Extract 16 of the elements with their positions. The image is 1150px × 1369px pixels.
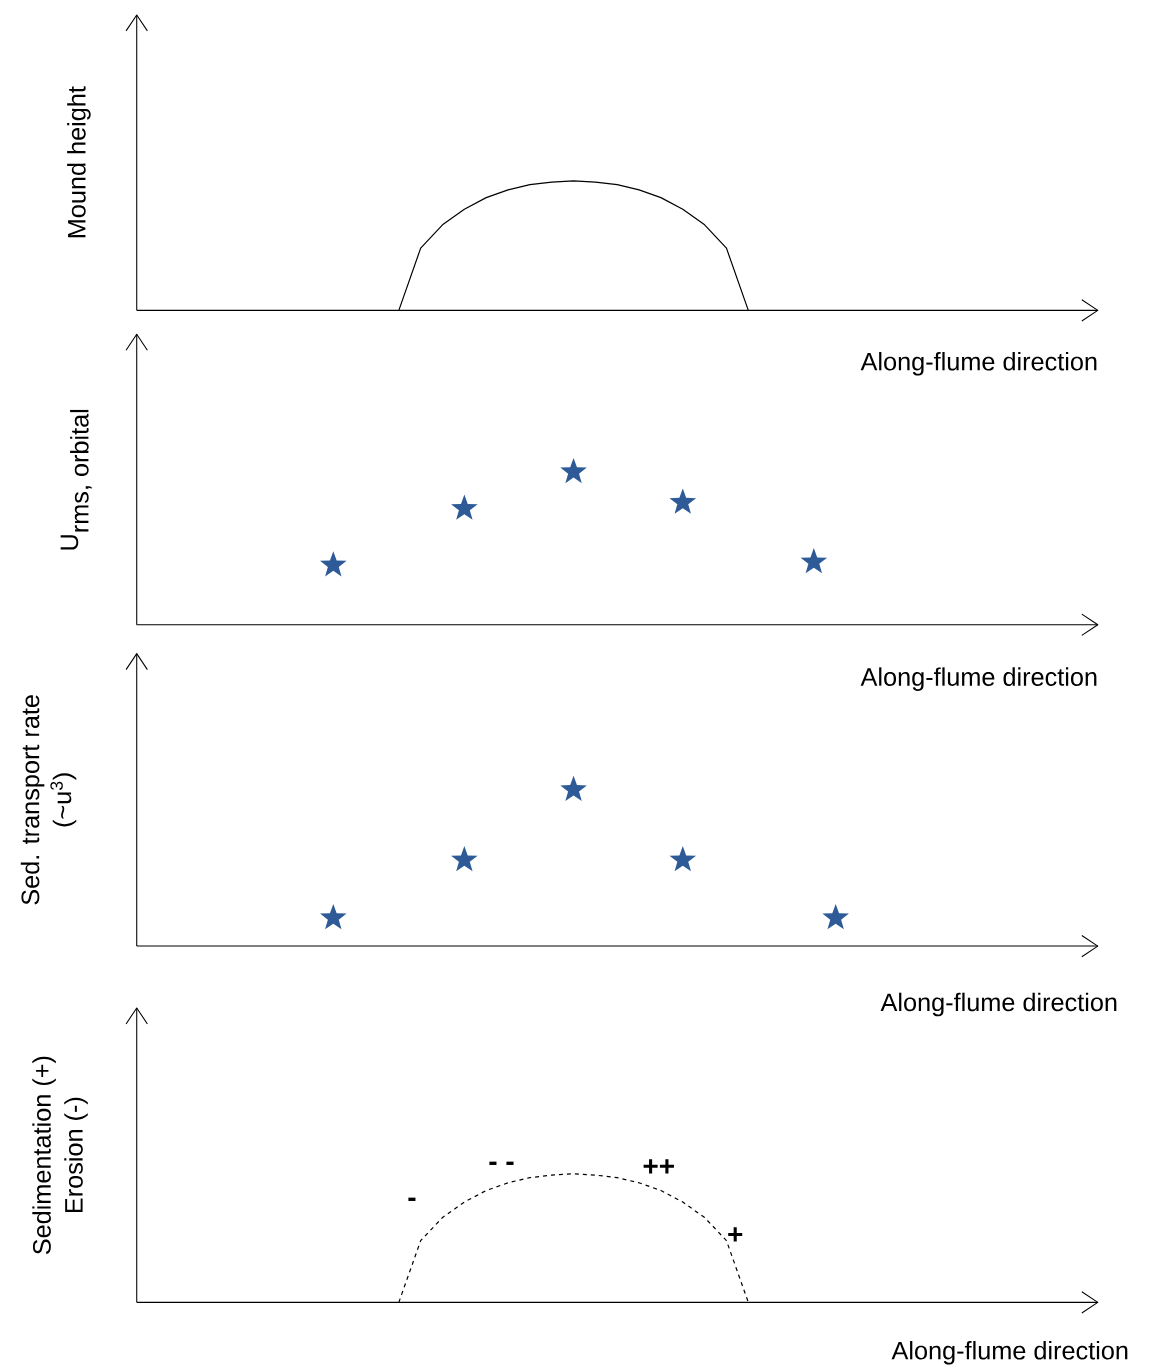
x-axis-title: Along-flume direction — [891, 1340, 1128, 1365]
annotation: + — [728, 1227, 743, 1242]
text: ++ — [643, 1159, 675, 1174]
point — [560, 457, 588, 484]
x-axis-title: Along-flume direction — [860, 351, 1097, 376]
point — [320, 551, 347, 577]
text: - - — [489, 1161, 514, 1165]
point — [451, 494, 478, 520]
point — [669, 488, 697, 514]
y-axis-title: $\textnormal{U}_{\textnormal{rms, orbital}}$ — [60, 409, 92, 550]
annotation: - — [408, 1197, 416, 1201]
x-axis-title: Along-flume direction — [860, 667, 1097, 691]
y-axis-title: Sedimentation (+) Erosion (-) — [32, 1056, 88, 1255]
x-axis-title: Along-flume direction — [880, 992, 1117, 1017]
y-axis-title: Mound height — [67, 86, 91, 238]
point — [800, 548, 828, 574]
